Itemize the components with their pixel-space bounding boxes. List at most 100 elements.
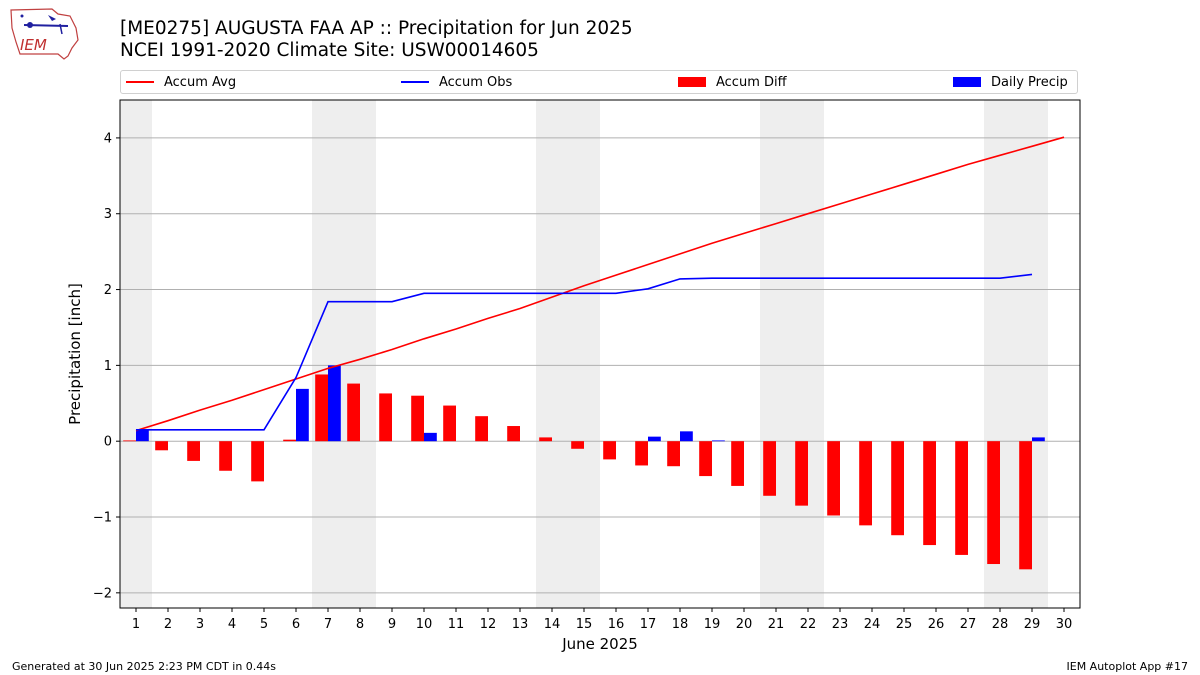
x-tick-label: 23 — [832, 617, 849, 632]
weekend-band — [312, 100, 376, 608]
x-tick-label: 8 — [356, 617, 364, 632]
accum-obs-line — [136, 273, 1033, 431]
legend-label-accum-avg: Accum Avg — [164, 74, 237, 90]
legend-swatch-accum-diff — [678, 77, 706, 87]
accum-diff-bar — [635, 441, 648, 466]
legend-item-accum-diff: Accum Diff — [678, 71, 787, 93]
x-tick-label: 3 — [196, 617, 204, 632]
daily-precip-bar — [680, 431, 693, 442]
accum-diff-bar — [507, 426, 520, 442]
accum-diff-bar — [699, 441, 712, 477]
x-tick-label: 17 — [640, 617, 657, 632]
x-tick-label: 22 — [800, 617, 817, 632]
x-tick-label: 29 — [1024, 617, 1041, 632]
y-tick-label: −1 — [93, 511, 112, 526]
y-tick-label: −2 — [93, 586, 112, 601]
x-tick-label: 14 — [544, 617, 561, 632]
y-tick-label: 1 — [104, 359, 112, 374]
accum-diff-bar — [891, 441, 904, 536]
accum-diff-bar — [795, 441, 808, 506]
accum-diff-bar — [411, 395, 424, 442]
daily-precip-bar — [328, 365, 341, 442]
x-tick-label: 30 — [1056, 617, 1073, 632]
legend-swatch-daily-precip — [953, 77, 981, 87]
daily-precip-bar — [1032, 437, 1045, 442]
accum-diff-bar — [763, 441, 776, 496]
x-tick-label: 25 — [896, 617, 913, 632]
accum-diff-bar — [379, 393, 392, 442]
accum-diff-bar — [539, 437, 552, 442]
accum-diff-bar — [347, 383, 360, 442]
accum-diff-bar — [1019, 441, 1032, 570]
chart-title: [ME0275] AUGUSTA FAA AP :: Precipitation… — [120, 18, 633, 39]
accum-diff-bar — [251, 441, 264, 482]
accum-diff-bar — [731, 441, 744, 486]
x-tick-label: 21 — [768, 617, 785, 632]
plot-frame — [119, 99, 1081, 609]
accum-diff-bar — [155, 441, 168, 451]
x-tick-label: 26 — [928, 617, 945, 632]
daily-precip-bar — [648, 436, 661, 442]
y-tick-label: 0 — [104, 435, 112, 450]
accum-diff-bar — [187, 441, 200, 461]
generated-footer: Generated at 30 Jun 2025 2:23 PM CDT in … — [12, 660, 277, 673]
x-tick-label: 9 — [388, 617, 396, 632]
legend-item-accum-obs: Accum Obs — [401, 71, 512, 93]
x-axis-label: June 2025 — [561, 635, 638, 653]
legend-swatch-accum-obs — [401, 81, 429, 83]
legend: Accum Avg Accum Obs Accum Diff Daily Pre… — [120, 70, 1078, 94]
x-tick-label: 10 — [416, 617, 433, 632]
x-tick-label: 6 — [292, 617, 300, 632]
daily-precip-bar — [296, 388, 309, 442]
logo-text: IEM — [20, 36, 47, 54]
legend-label-accum-diff: Accum Diff — [716, 74, 787, 90]
accum-diff-bar — [987, 441, 1000, 565]
legend-swatch-accum-avg — [126, 81, 154, 83]
weekend-band — [536, 100, 600, 608]
x-tick-label: 28 — [992, 617, 1009, 632]
accum-diff-bar — [923, 441, 936, 546]
x-tick-label: 1 — [132, 617, 140, 632]
x-tick-label: 2 — [164, 617, 172, 632]
accum-diff-bar — [603, 441, 616, 460]
accum-diff-bar — [667, 441, 680, 467]
legend-label-accum-obs: Accum Obs — [439, 74, 513, 90]
x-tick-label: 7 — [324, 617, 332, 632]
x-tick-label: 4 — [228, 617, 236, 632]
app-footer: IEM Autoplot App #17 — [1066, 660, 1189, 673]
x-tick-label: 5 — [260, 617, 268, 632]
x-tick-label: 27 — [960, 617, 977, 632]
accum-diff-bar — [315, 374, 328, 442]
y-tick-label: 4 — [104, 131, 112, 146]
accum-diff-bar — [443, 405, 456, 442]
x-tick-label: 15 — [576, 617, 593, 632]
daily-precip-bar — [424, 432, 437, 442]
accum-diff-bar — [219, 441, 232, 471]
accum-diff-bar — [859, 441, 872, 526]
chart-subtitle: NCEI 1991-2020 Climate Site: USW00014605 — [120, 40, 539, 61]
iem-logo: IEM — [10, 8, 79, 60]
y-tick-label: 3 — [104, 207, 112, 222]
accum-diff-bar — [955, 441, 968, 555]
x-tick-label: 20 — [736, 617, 753, 632]
x-tick-label: 12 — [480, 617, 497, 632]
accum-avg-line — [135, 136, 1065, 432]
x-tick-label: 24 — [864, 617, 881, 632]
x-tick-label: 16 — [608, 617, 625, 632]
x-tick-label: 18 — [672, 617, 689, 632]
legend-label-daily-precip: Daily Precip — [991, 74, 1068, 90]
x-tick-label: 19 — [704, 617, 721, 632]
daily-precip-bar — [712, 440, 725, 442]
legend-item-accum-avg: Accum Avg — [126, 71, 236, 93]
y-tick-label: 2 — [104, 283, 112, 298]
y-axis-label: Precipitation [inch] — [66, 283, 84, 425]
accum-diff-bar — [571, 441, 584, 449]
accum-diff-bar — [475, 416, 488, 442]
accum-diff-bar — [123, 440, 136, 442]
legend-item-daily-precip: Daily Precip — [953, 71, 1068, 93]
weekend-band — [760, 100, 824, 608]
daily-precip-bar — [136, 429, 149, 442]
weekend-band — [120, 100, 152, 608]
accum-diff-bar — [283, 439, 296, 442]
